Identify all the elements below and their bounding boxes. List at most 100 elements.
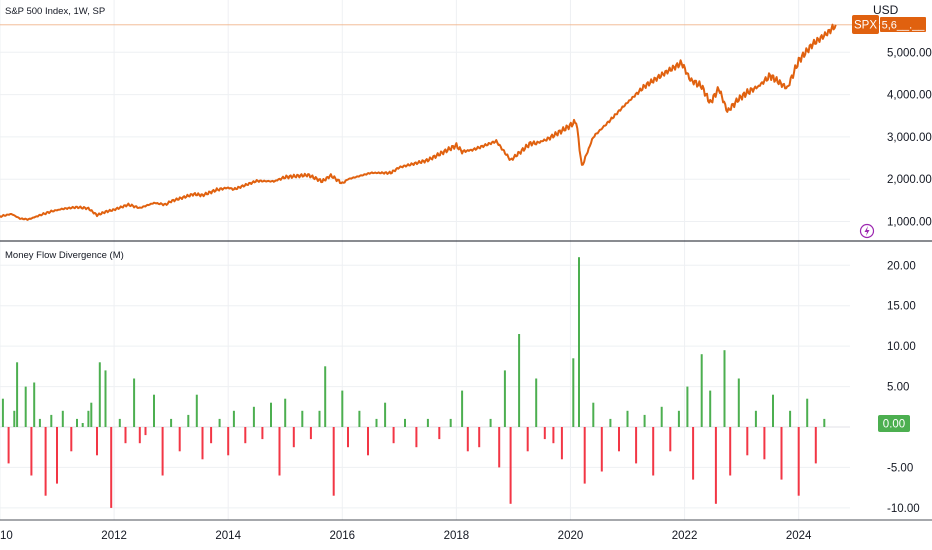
indicator-bar[interactable] <box>404 418 406 427</box>
indicator-bar[interactable] <box>144 427 147 436</box>
indicator-bar[interactable] <box>466 427 469 452</box>
indicator-bar[interactable] <box>618 427 620 452</box>
indicator-bar[interactable] <box>292 427 295 448</box>
indicator-bar[interactable] <box>7 427 10 464</box>
indicator-bar[interactable] <box>709 390 712 427</box>
indicator-bar[interactable] <box>358 410 361 427</box>
indicator-legend-title[interactable]: Money Flow Divergence (M) <box>5 250 124 261</box>
indicator-bar[interactable] <box>737 378 740 428</box>
indicator-bar[interactable] <box>754 410 757 427</box>
indicator-bar[interactable] <box>324 366 327 427</box>
indicator-bar[interactable] <box>438 427 441 440</box>
indicator-bar[interactable] <box>677 410 680 427</box>
indicator-bar[interactable] <box>578 257 580 427</box>
indicator-bar[interactable] <box>318 410 321 427</box>
indicator-bar[interactable] <box>332 427 335 496</box>
indicator-bar[interactable] <box>449 418 452 427</box>
indicator-bar[interactable] <box>30 427 33 476</box>
indicator-bar[interactable] <box>772 394 774 427</box>
indicator-bar[interactable] <box>814 427 817 464</box>
indicator-bar[interactable] <box>392 427 395 444</box>
indicator-bar[interactable] <box>797 427 800 496</box>
indicator-bar[interactable] <box>572 358 575 427</box>
indicator-bar[interactable] <box>415 427 418 448</box>
indicator-bar[interactable] <box>375 418 378 427</box>
indicator-bar[interactable] <box>600 427 603 472</box>
indicator-bar[interactable] <box>161 427 164 476</box>
indicator-bar[interactable] <box>252 406 255 427</box>
indicator-bar[interactable] <box>1 398 4 427</box>
indicator-bar[interactable] <box>178 427 181 452</box>
indicator-bar[interactable] <box>729 427 732 476</box>
indicator-bar[interactable] <box>138 427 141 444</box>
indicator-bar[interactable] <box>543 427 546 440</box>
indicator-bar[interactable] <box>660 406 663 427</box>
indicator-bar[interactable] <box>284 398 287 427</box>
indicator-bar[interactable] <box>503 370 506 427</box>
indicator-bar[interactable] <box>498 427 501 468</box>
indicator-bar[interactable] <box>24 386 27 427</box>
indicator-bar[interactable] <box>104 370 107 427</box>
indicator-bar[interactable] <box>261 427 264 440</box>
price-legend-title[interactable]: S&P 500 Index, 1W, SP <box>5 6 105 17</box>
indicator-bar[interactable] <box>746 427 749 456</box>
price-series-line[interactable] <box>0 23 837 221</box>
indicator-bar[interactable] <box>509 427 512 504</box>
indicator-bar[interactable] <box>170 418 173 427</box>
indicator-bar[interactable] <box>187 414 190 427</box>
indicator-bar[interactable] <box>384 402 387 427</box>
indicator-bar[interactable] <box>652 427 655 476</box>
indicator-bar[interactable] <box>210 427 213 444</box>
indicator-bar[interactable] <box>723 350 726 427</box>
indicator-bar[interactable] <box>669 427 672 452</box>
indicator-bar[interactable] <box>87 410 90 427</box>
indicator-bar[interactable] <box>478 427 481 448</box>
indicator-bar[interactable] <box>780 427 783 480</box>
indicator-bar[interactable] <box>153 394 155 427</box>
indicator-bar[interactable] <box>583 427 586 484</box>
indicator-bar[interactable] <box>686 386 689 427</box>
indicator-bar[interactable] <box>560 427 563 460</box>
indicator-bar[interactable] <box>806 398 809 427</box>
indicator-bar[interactable] <box>700 354 703 427</box>
indicator-bar[interactable] <box>426 418 429 427</box>
indicator-bar[interactable] <box>309 427 312 440</box>
indicator-bar[interactable] <box>244 427 247 444</box>
indicator-bar[interactable] <box>552 427 555 444</box>
indicator-bar[interactable] <box>110 427 113 508</box>
indicator-bar[interactable] <box>789 410 792 427</box>
currency-label[interactable]: USD <box>873 3 899 17</box>
indicator-bar[interactable] <box>823 418 826 427</box>
indicator-bar[interactable] <box>61 410 64 427</box>
indicator-bar[interactable] <box>763 427 766 460</box>
indicator-bar[interactable] <box>33 382 36 428</box>
indicator-bar[interactable] <box>50 414 53 427</box>
indicator-bar[interactable] <box>278 427 281 476</box>
indicator-bar[interactable] <box>341 390 344 427</box>
indicator-bar[interactable] <box>70 427 73 452</box>
indicator-bar[interactable] <box>643 414 646 427</box>
indicator-bar[interactable] <box>96 427 98 456</box>
indicator-bar[interactable] <box>526 427 529 452</box>
indicator-bar[interactable] <box>13 410 16 427</box>
indicator-bar[interactable] <box>714 427 717 504</box>
indicator-bar[interactable] <box>218 418 221 427</box>
indicator-bar[interactable] <box>489 418 492 427</box>
indicator-bar[interactable] <box>16 362 19 427</box>
indicator-bar[interactable] <box>518 334 521 427</box>
indicator-bar[interactable] <box>347 427 349 448</box>
indicator-bar[interactable] <box>227 427 230 456</box>
indicator-bar[interactable] <box>90 402 93 427</box>
indicator-bar[interactable] <box>367 427 369 456</box>
indicator-bar[interactable] <box>98 362 101 427</box>
indicator-bar[interactable] <box>270 402 272 427</box>
symbol-tag[interactable] <box>852 15 879 34</box>
indicator-bar[interactable] <box>592 402 595 427</box>
indicator-bar[interactable] <box>124 427 127 444</box>
indicator-bar[interactable] <box>118 418 121 427</box>
indicator-bar[interactable] <box>635 427 638 464</box>
indicator-bar[interactable] <box>133 378 136 428</box>
indicator-bar[interactable] <box>232 410 235 427</box>
indicator-bar[interactable] <box>535 378 538 428</box>
indicator-bar[interactable] <box>38 418 41 427</box>
